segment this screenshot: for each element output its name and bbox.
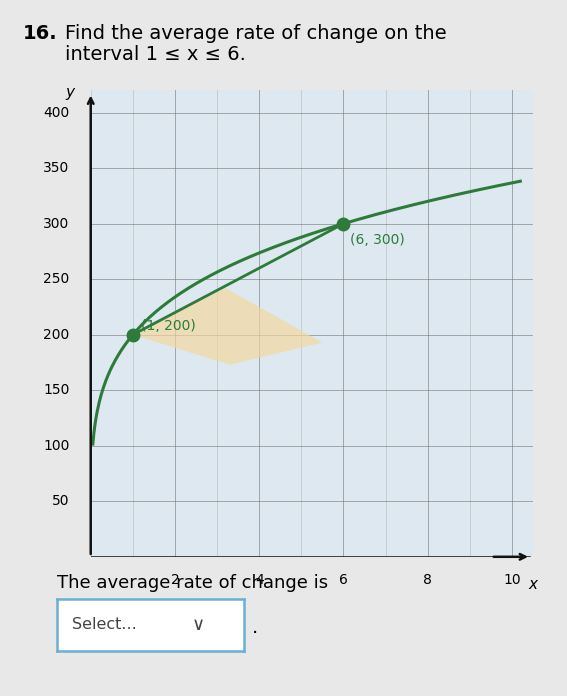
Text: 8: 8 (423, 574, 432, 587)
Text: 2: 2 (171, 574, 179, 587)
Text: 300: 300 (44, 216, 70, 230)
Text: 4: 4 (255, 574, 264, 587)
Text: The average rate of change is: The average rate of change is (57, 574, 328, 592)
Text: ∨: ∨ (192, 616, 205, 633)
Text: Find the average rate of change on the: Find the average rate of change on the (65, 24, 447, 43)
Text: 16.: 16. (23, 24, 57, 43)
Text: 250: 250 (44, 272, 70, 286)
Polygon shape (133, 288, 323, 365)
Text: 150: 150 (43, 383, 70, 397)
Text: 6: 6 (339, 574, 348, 587)
Text: 50: 50 (52, 494, 70, 508)
Text: (6, 300): (6, 300) (350, 232, 404, 246)
Text: x: x (528, 577, 538, 592)
Text: interval 1 ≤ x ≤ 6.: interval 1 ≤ x ≤ 6. (65, 45, 246, 64)
Text: 350: 350 (44, 161, 70, 175)
Text: 100: 100 (43, 438, 70, 453)
Text: Select...: Select... (71, 617, 137, 632)
Text: 10: 10 (503, 574, 521, 587)
Text: .: . (252, 618, 259, 638)
Text: 200: 200 (44, 328, 70, 342)
Text: (1, 200): (1, 200) (141, 319, 196, 333)
Text: 400: 400 (44, 106, 70, 120)
Text: y: y (65, 85, 74, 100)
